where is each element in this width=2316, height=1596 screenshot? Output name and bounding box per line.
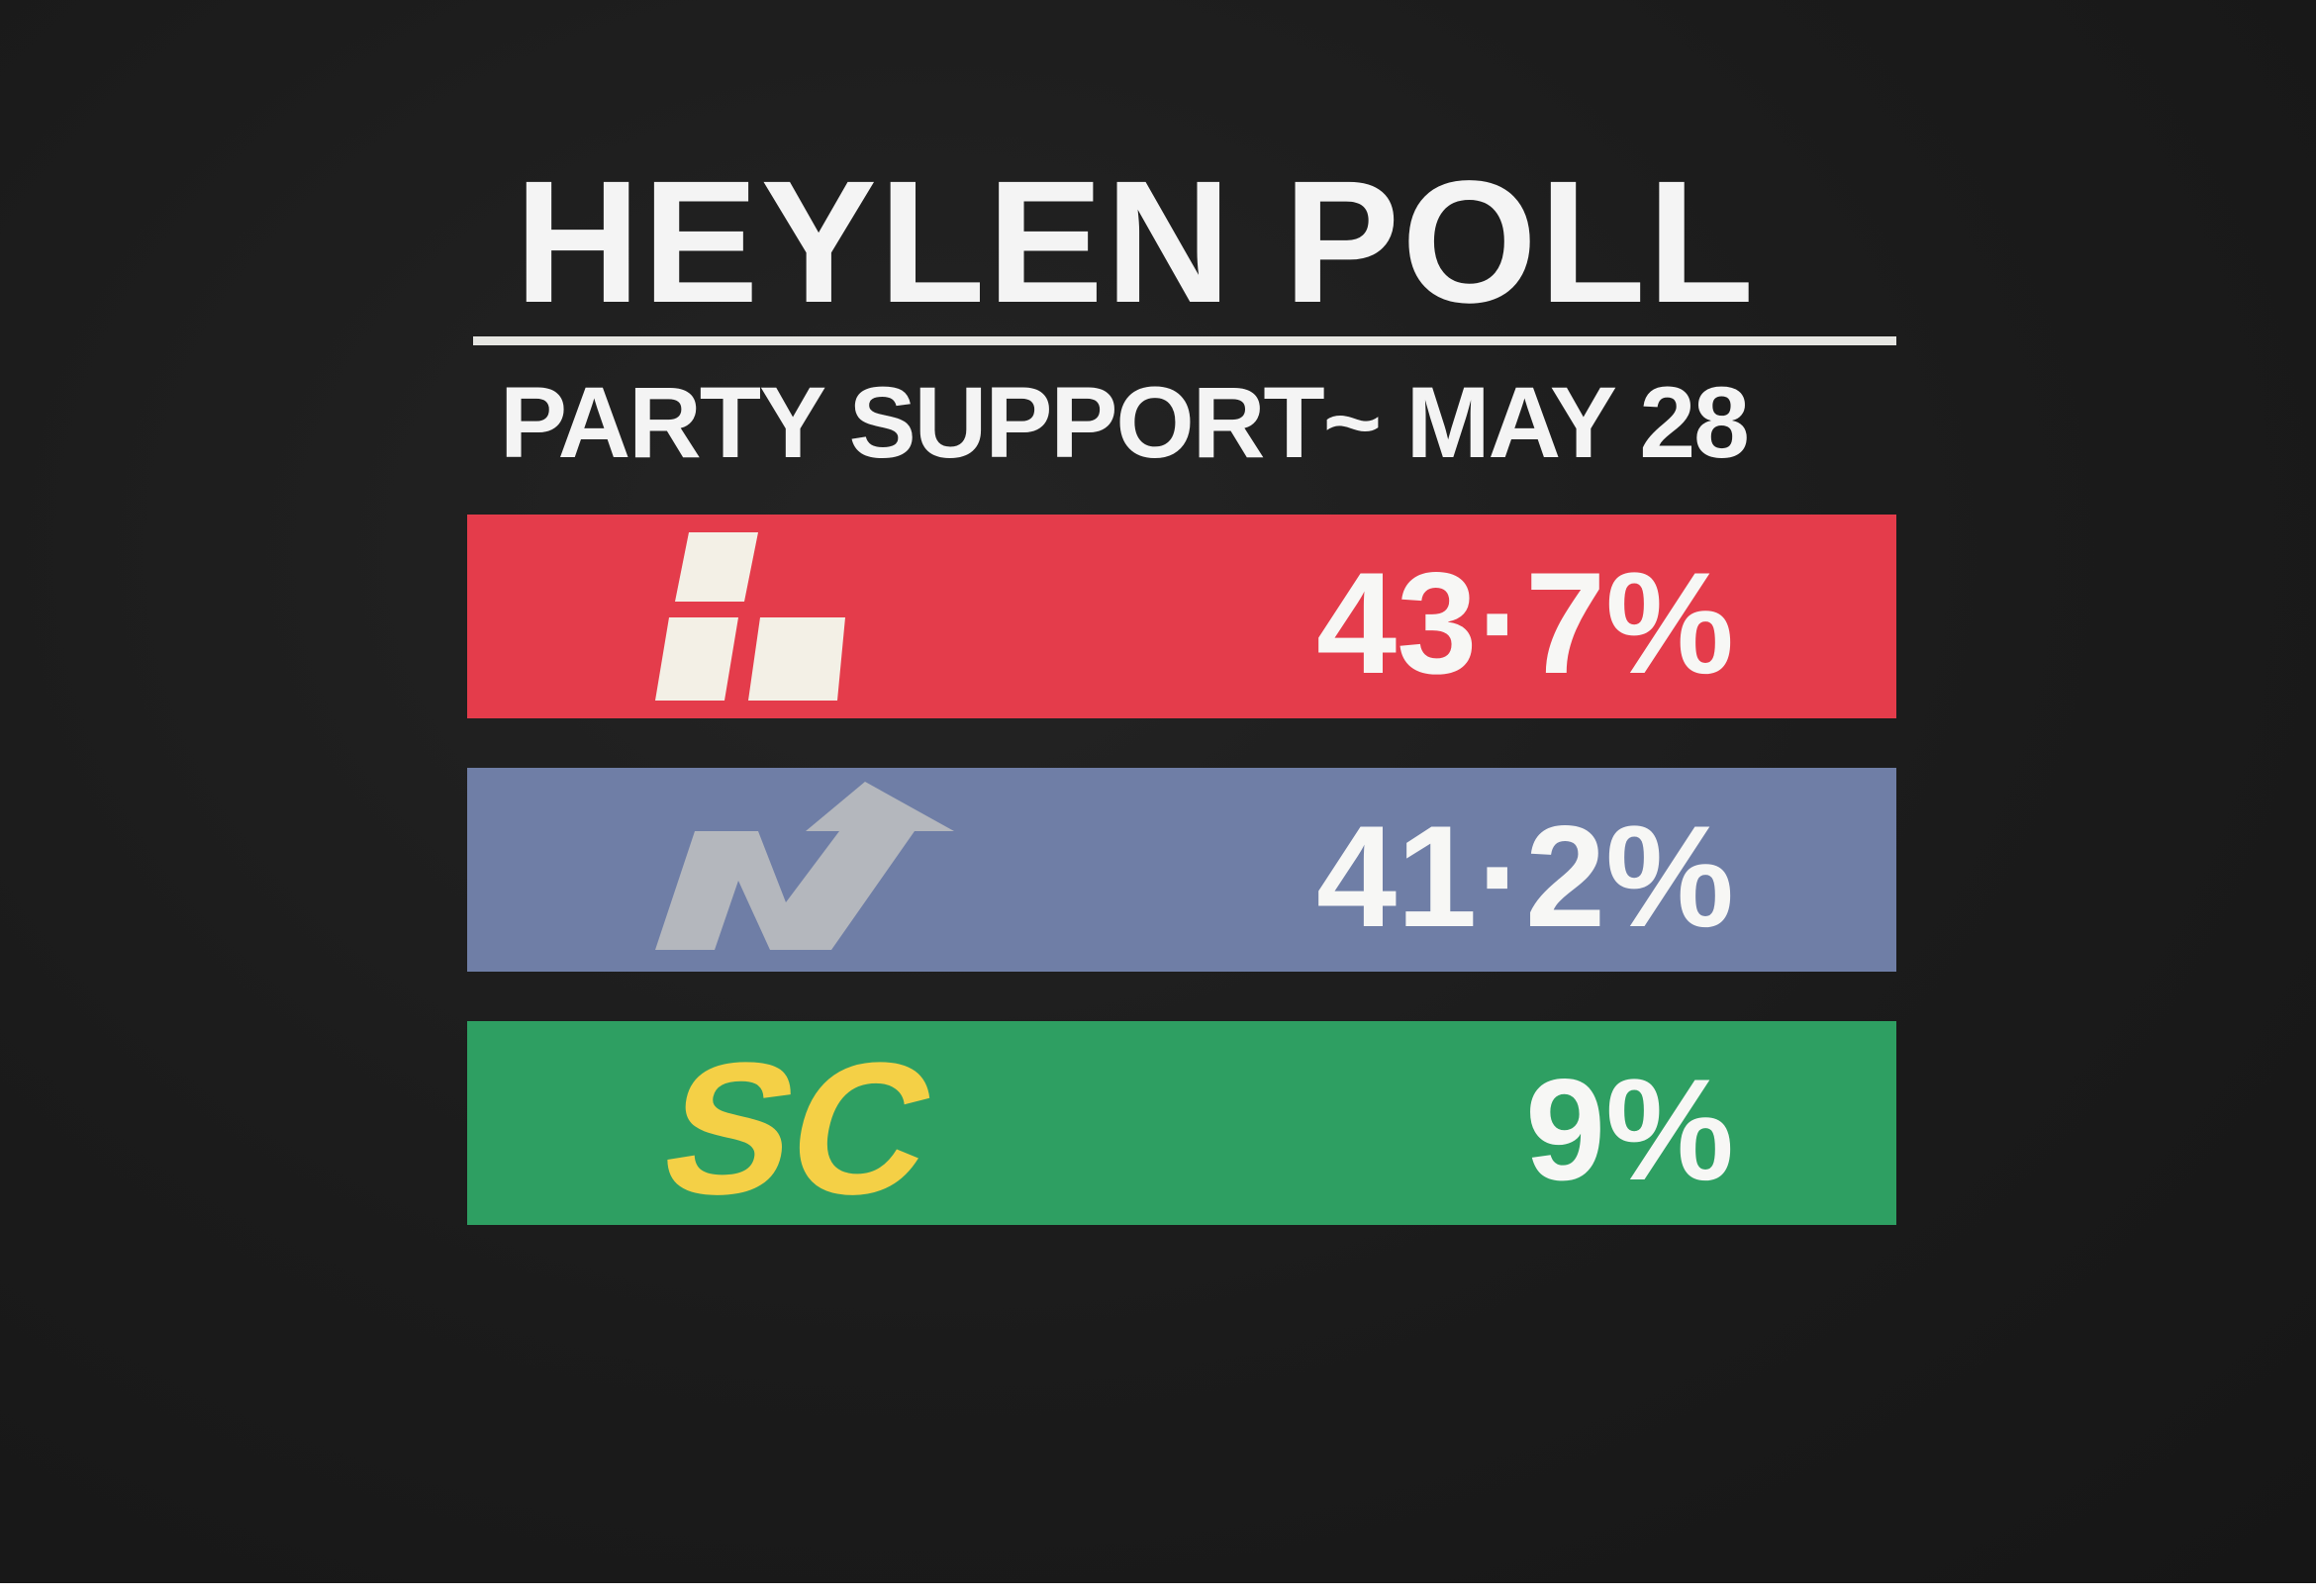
logo-square-top-left	[675, 532, 758, 602]
party-value-label: 41·2%	[1316, 796, 1734, 957]
chart-subtitle: PARTY SUPPORT~ MAY 28	[500, 366, 1750, 479]
party-row: SC 9%	[467, 1021, 1896, 1234]
national-party-logo	[655, 782, 954, 950]
logo-square-bottom-right	[748, 617, 845, 701]
logo-n-arrow	[655, 782, 954, 950]
party-row-bar	[467, 1021, 1896, 1225]
labour-party-logo	[655, 532, 845, 701]
party-value-label: 9%	[1525, 1049, 1734, 1210]
title-divider	[473, 336, 1896, 345]
chart-title: HEYLEN POLL	[515, 145, 1757, 339]
logo-square-bottom-left	[655, 617, 738, 701]
party-value-label: 43·7%	[1316, 542, 1734, 704]
party-row: 41·2%	[467, 768, 1896, 972]
logo-sc-text: SC	[646, 1023, 952, 1234]
social-credit-logo: SC	[646, 1023, 952, 1234]
party-row: 43·7%	[467, 515, 1896, 718]
